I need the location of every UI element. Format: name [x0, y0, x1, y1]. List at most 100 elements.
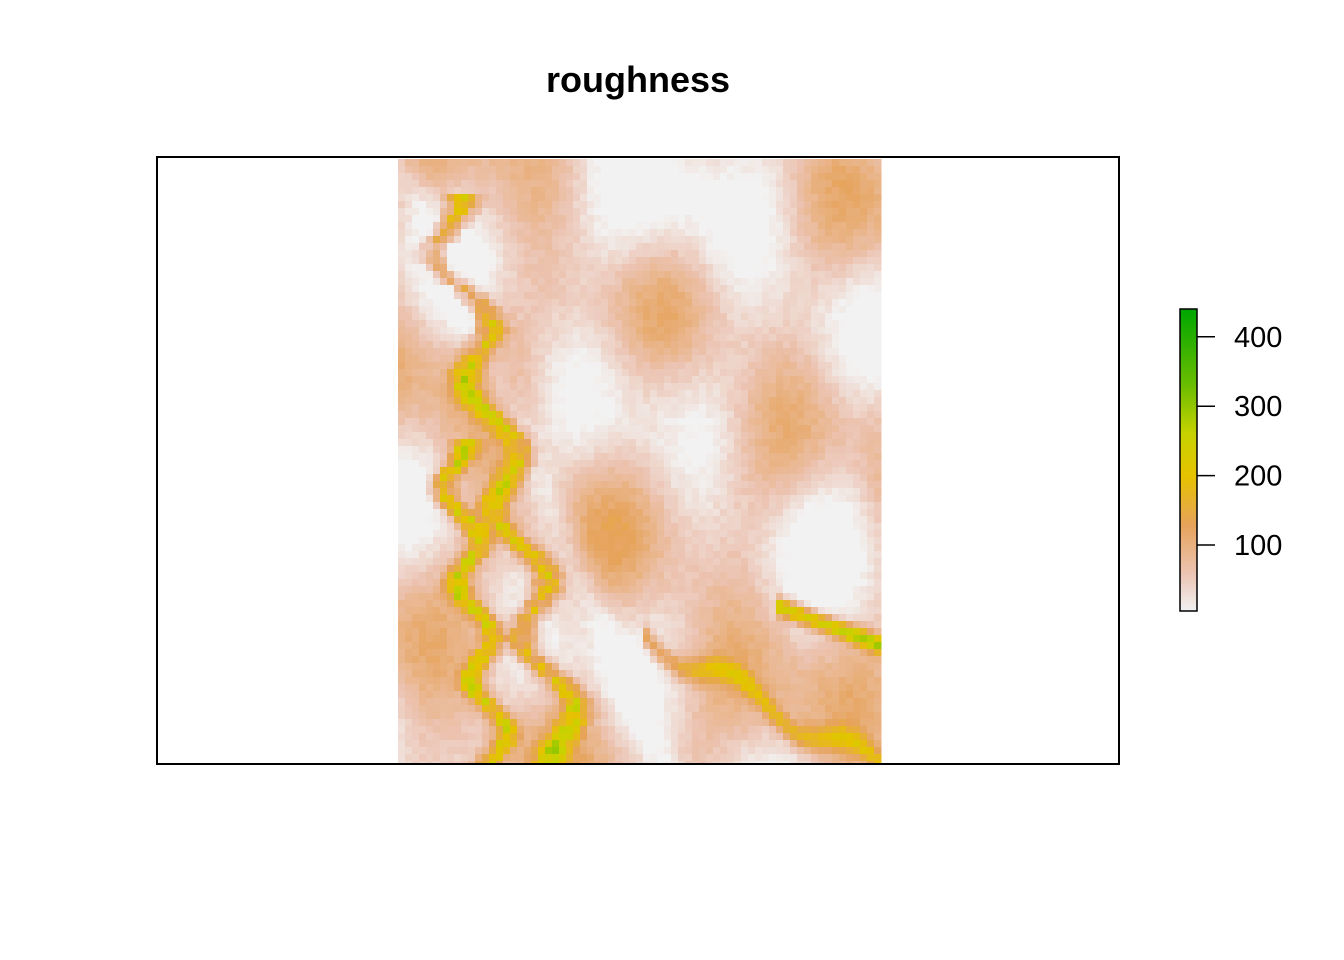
raster-cell — [720, 292, 728, 300]
raster-cell — [405, 537, 413, 545]
raster-cell — [482, 257, 490, 265]
raster-cell — [713, 264, 721, 272]
raster-cell — [496, 376, 504, 384]
raster-cell — [503, 299, 511, 307]
raster-cell — [615, 467, 623, 475]
raster-cell — [776, 425, 784, 433]
raster-cell — [797, 257, 805, 265]
raster-cell — [482, 600, 490, 608]
raster-cell — [587, 593, 595, 601]
raster-cell — [783, 257, 791, 265]
raster-cell — [475, 628, 483, 636]
raster-cell — [398, 530, 406, 538]
raster-cell — [776, 439, 784, 447]
raster-cell — [692, 607, 700, 615]
raster-cell — [475, 579, 483, 587]
raster-cell — [825, 166, 833, 174]
raster-cell — [874, 551, 882, 559]
raster-cell — [461, 453, 469, 461]
raster-cell — [713, 208, 721, 216]
raster-cell — [433, 607, 441, 615]
raster-cell — [489, 229, 497, 237]
raster-cell — [762, 180, 770, 188]
raster-cell — [622, 313, 630, 321]
raster-cell — [825, 425, 833, 433]
raster-cell — [650, 635, 658, 643]
raster-cell — [524, 579, 532, 587]
raster-cell — [566, 390, 574, 398]
raster-cell — [545, 586, 553, 594]
raster-cell — [482, 523, 490, 531]
raster-cell — [839, 306, 847, 314]
raster-cell — [475, 488, 483, 496]
raster-cell — [419, 628, 427, 636]
raster-cell — [818, 166, 826, 174]
raster-cell — [776, 362, 784, 370]
raster-cell — [594, 292, 602, 300]
raster-cell — [524, 243, 532, 251]
raster-cell — [496, 551, 504, 559]
raster-cell — [811, 530, 819, 538]
raster-cell — [734, 537, 742, 545]
raster-cell — [433, 376, 441, 384]
raster-cell — [720, 565, 728, 573]
raster-cell — [790, 285, 798, 293]
raster-cell — [811, 341, 819, 349]
raster-cell — [433, 341, 441, 349]
raster-cell — [797, 369, 805, 377]
raster-cell — [713, 593, 721, 601]
raster-cell — [783, 572, 791, 580]
raster-cell — [538, 460, 546, 468]
raster-cell — [622, 334, 630, 342]
raster-cell — [496, 362, 504, 370]
raster-cell — [720, 481, 728, 489]
raster-cell — [608, 495, 616, 503]
raster-cell — [517, 166, 525, 174]
raster-cell — [657, 327, 665, 335]
raster-cell — [643, 516, 651, 524]
raster-cell — [741, 439, 749, 447]
raster-cell — [804, 572, 812, 580]
raster-cell — [629, 607, 637, 615]
raster-cell — [832, 320, 840, 328]
raster-cell — [650, 208, 658, 216]
raster-cell — [426, 656, 434, 664]
raster-cell — [769, 425, 777, 433]
raster-cell — [531, 341, 539, 349]
raster-cell — [454, 502, 462, 510]
raster-cell — [412, 467, 420, 475]
raster-cell — [454, 607, 462, 615]
raster-cell — [720, 355, 728, 363]
raster-cell — [755, 362, 763, 370]
raster-cell — [587, 565, 595, 573]
raster-cell — [839, 621, 847, 629]
raster-cell — [580, 537, 588, 545]
raster-cell — [867, 362, 875, 370]
raster-cell — [545, 327, 553, 335]
raster-cell — [825, 376, 833, 384]
raster-cell — [692, 621, 700, 629]
raster-cell — [867, 544, 875, 552]
raster-cell — [664, 180, 672, 188]
raster-cell — [748, 572, 756, 580]
raster-cell — [720, 432, 728, 440]
raster-cell — [853, 502, 861, 510]
raster-cell — [587, 656, 595, 664]
raster-cell — [811, 299, 819, 307]
raster-cell — [426, 264, 434, 272]
raster-cell — [825, 467, 833, 475]
raster-cell — [433, 432, 441, 440]
raster-cell — [531, 446, 539, 454]
raster-cell — [475, 467, 483, 475]
raster-cell — [720, 306, 728, 314]
raster-cell — [874, 544, 882, 552]
raster-cell — [664, 383, 672, 391]
raster-cell — [720, 327, 728, 335]
raster-cell — [538, 201, 546, 209]
raster-cell — [874, 292, 882, 300]
raster-cell — [825, 390, 833, 398]
raster-cell — [594, 453, 602, 461]
raster-cell — [748, 397, 756, 405]
raster-cell — [769, 229, 777, 237]
raster-cell — [832, 579, 840, 587]
